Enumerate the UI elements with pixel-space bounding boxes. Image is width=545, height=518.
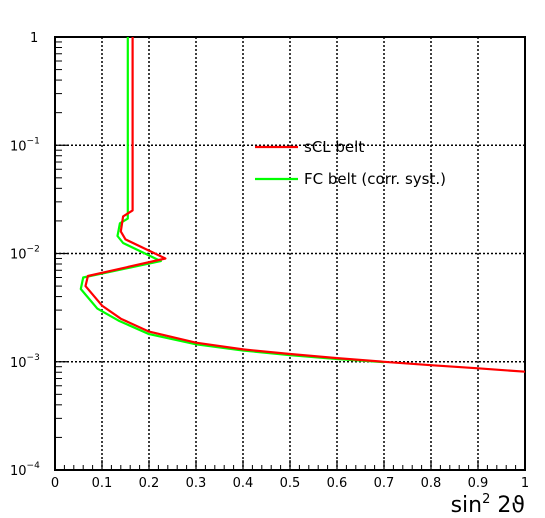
x-tick-label: 0.2 <box>139 476 160 491</box>
x-tick-label: 0.5 <box>280 476 301 491</box>
x-tick-label: 0.8 <box>421 476 442 491</box>
legend-label: FC belt (corr. syst.) <box>304 170 446 188</box>
x-tick-label: 0.1 <box>92 476 113 491</box>
y-tick-label: 10−3 <box>10 353 40 371</box>
series-line-fc-belt <box>79 37 385 364</box>
series-layer <box>79 37 526 373</box>
legend-label: sCL belt <box>304 138 364 156</box>
grid <box>55 37 525 470</box>
x-tick-label: 0 <box>51 476 59 491</box>
series-line-scl-belt <box>84 37 526 373</box>
y-tick-label: 10−2 <box>10 245 40 263</box>
x-axis-label: sin2 2ϑ <box>451 492 525 518</box>
y-tick-label: 10−1 <box>10 136 40 154</box>
x-tick-label: 0.3 <box>186 476 207 491</box>
x-tick-label: 0.9 <box>468 476 489 491</box>
legend: sCL belt FC belt (corr. syst.) <box>255 138 446 188</box>
x-tick-label: 1 <box>521 476 529 491</box>
y-axis-tick-labels: 1 10−1 10−2 10−3 10−4 <box>10 31 40 479</box>
x-tick-label: 0.4 <box>233 476 254 491</box>
axis-ticks <box>54 36 526 471</box>
x-tick-label: 0.6 <box>327 476 348 491</box>
y-tick-label: 10−4 <box>10 461 40 479</box>
x-axis-tick-labels: 0 0.1 0.2 0.3 0.4 0.5 0.6 0.7 0.8 0.9 1 <box>51 476 529 491</box>
x-tick-label: 0.7 <box>374 476 395 491</box>
y-tick-label: 1 <box>30 31 38 46</box>
